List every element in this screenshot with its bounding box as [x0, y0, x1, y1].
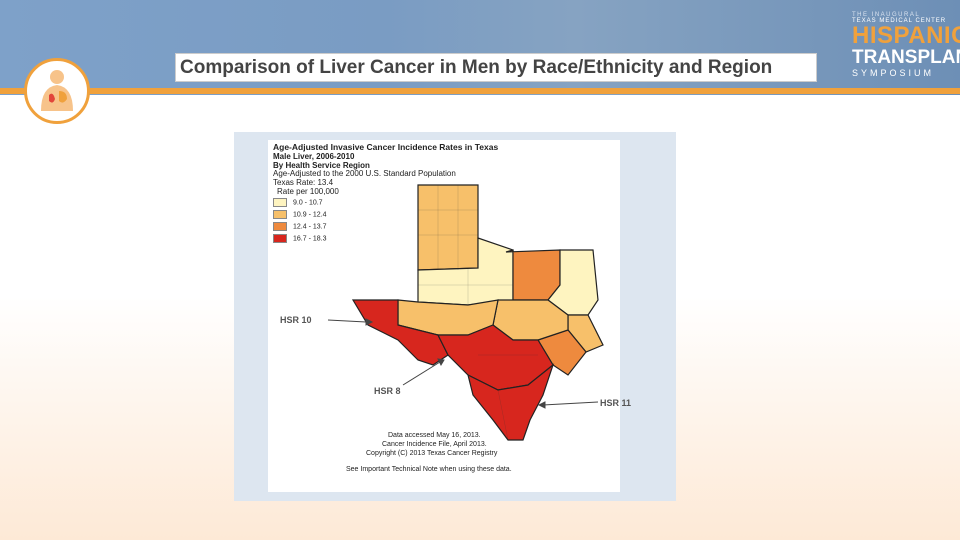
data-note-1: Data accessed May 16, 2013. [388, 432, 481, 439]
region-hsr-11 [467, 363, 555, 441]
county-lines [418, 185, 538, 441]
region-panhandle [417, 184, 479, 271]
hsr-11-label: HSR 11 [600, 398, 632, 408]
hsr-arrows [327, 318, 599, 409]
slide-title: Comparison of Liver Cancer in Men by Rac… [175, 53, 817, 82]
legend-item: 16.7 - 18.3 [273, 234, 326, 243]
brand-hispanic: HISPANIC [852, 22, 960, 49]
header-accent-bar [0, 88, 960, 94]
map-title-line2: Male Liver, 2006-2010 [273, 152, 355, 161]
legend-swatch [273, 198, 287, 207]
legend-item: 9.0 - 10.7 [273, 198, 323, 207]
brand-transplant: TRANSPLANT [852, 47, 960, 68]
region-dfw [505, 249, 561, 301]
brand-symposium: SYMPOSIUM [852, 68, 935, 78]
legend-swatch [273, 234, 287, 243]
map-title-line1: Age-Adjusted Invasive Cancer Incidence R… [273, 142, 499, 152]
map-title-line5: Texas Rate: 13.4 [273, 178, 334, 187]
hsr-8-label: HSR 8 [374, 386, 401, 396]
brand-the: THE INAUGURAL [852, 12, 921, 18]
legend-item: 12.4 - 13.7 [273, 222, 326, 231]
symposium-brand: THE INAUGURAL TEXAS MEDICAL CENTER HISPA… [852, 12, 960, 78]
legend-header: Rate per 100,000 [277, 187, 339, 196]
brand-tmc: TEXAS MEDICAL CENTER [852, 18, 947, 24]
legend-item: 10.9 - 12.4 [273, 210, 326, 219]
legend-swatch [273, 222, 287, 231]
texas-map [327, 184, 604, 441]
data-note-2: Cancer Incidence File, April 2013. [382, 441, 487, 448]
map-title-line4: Age-Adjusted to the 2000 U.S. Standard P… [273, 169, 456, 178]
data-note-4: See Important Technical Note when using … [346, 466, 512, 473]
data-note-3: Copyright (C) 2013 Texas Cancer Registry [366, 450, 498, 457]
legend-swatch [273, 210, 287, 219]
hsr-10-label: HSR 10 [280, 315, 312, 325]
map-title-line3: By Health Service Region [273, 161, 370, 170]
transplant-logo-icon [24, 58, 90, 124]
